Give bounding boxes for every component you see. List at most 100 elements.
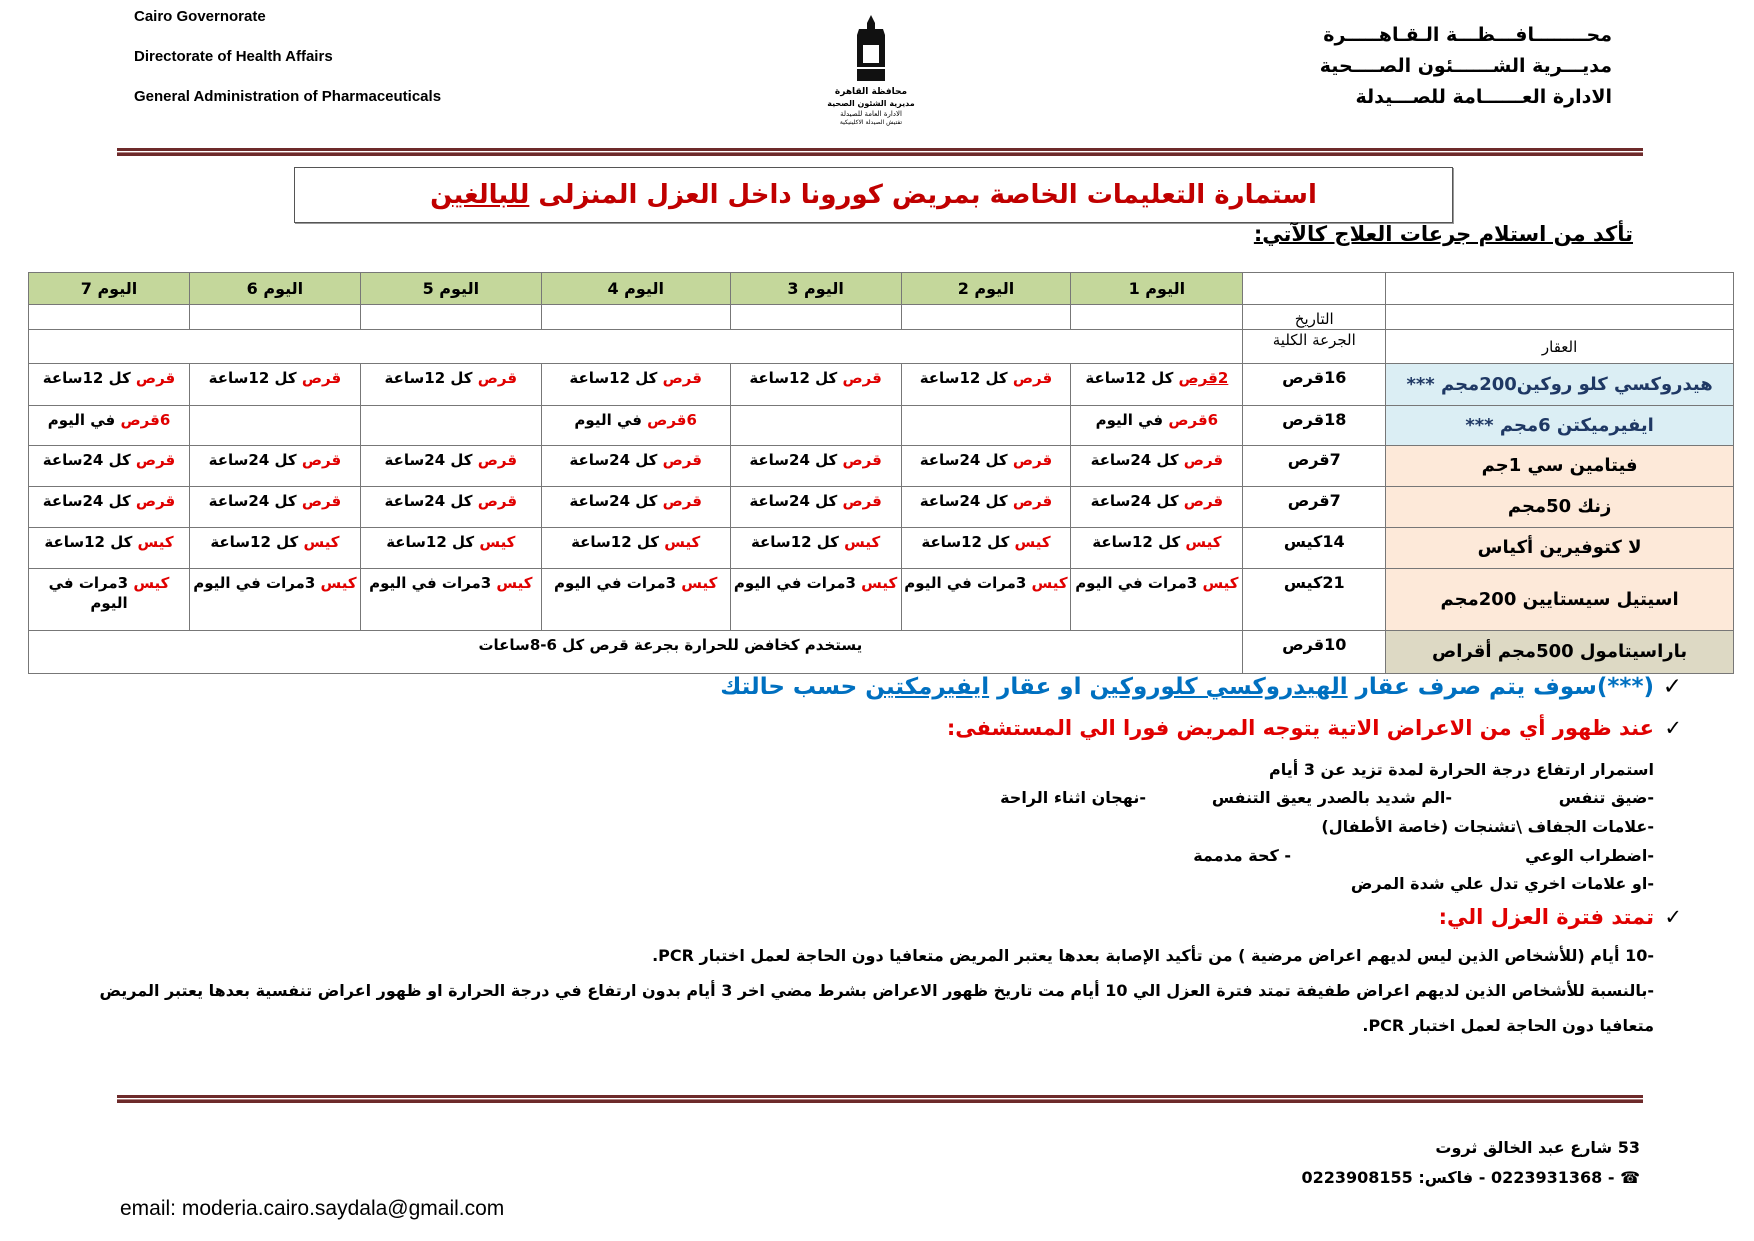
note-hospital-warning: ✓ عند ظهور أي من الاعراض الاتية يتوجه ال… bbox=[946, 716, 1682, 740]
date-cell[interactable] bbox=[188, 304, 361, 330]
dose-unit: كيس bbox=[1185, 533, 1222, 551]
date-cell[interactable] bbox=[1070, 304, 1244, 330]
note-text: حسب حالتك bbox=[720, 674, 866, 700]
note-text: (***)سوف يتم صرف عقار bbox=[1347, 674, 1654, 700]
drug-row: زنك 50مجم 7قرص قرص كل 24ساعة قرص كل 24ساعة ق… bbox=[28, 486, 1734, 528]
date-cell[interactable] bbox=[900, 304, 1072, 330]
header-en-line-3: General Administration of Pharmaceutical… bbox=[134, 88, 442, 105]
dose-frequency: كل 24ساعة bbox=[1090, 451, 1184, 469]
day-header: اليوم 1 bbox=[1070, 272, 1244, 305]
dose-frequency: كل 24ساعة bbox=[569, 492, 663, 510]
dose-frequency: كل 12ساعة bbox=[44, 533, 138, 551]
isolation-para-3: متعافيا دون الحاجة لعمل اختبار PCR. bbox=[1362, 1016, 1654, 1035]
day-header: اليوم 7 bbox=[28, 272, 190, 305]
dose-cell: قرص كل 24ساعة bbox=[188, 486, 361, 528]
dose-cell: كيس 3مرات في اليوم bbox=[188, 568, 361, 631]
dose-unit: كيس bbox=[496, 574, 533, 592]
note-text: او عقار bbox=[989, 674, 1090, 700]
dose-cell: قرص كل 24ساعة bbox=[1070, 445, 1244, 487]
dose-unit: قرص bbox=[1012, 492, 1053, 510]
check-icon: ✓ bbox=[1664, 905, 1682, 929]
footer-email[interactable]: email: moderia.cairo.saydala@gmail.com bbox=[120, 1197, 505, 1220]
check-icon: ✓ bbox=[1662, 674, 1682, 700]
dose-frequency: كل 24ساعة bbox=[749, 492, 843, 510]
dose-cell: كيس 3مرات في اليوم bbox=[359, 568, 542, 631]
drug-label: العقار bbox=[1385, 329, 1734, 364]
symptom-bloody-cough: - كحة مدممة bbox=[1193, 846, 1291, 865]
dose-frequency: كل 24ساعة bbox=[919, 451, 1013, 469]
dose-frequency: كل 12ساعة bbox=[919, 369, 1013, 387]
dose-unit: كيس bbox=[681, 574, 718, 592]
header-divider bbox=[117, 148, 1643, 156]
date-label: التاريخ bbox=[1242, 304, 1387, 330]
date-cell[interactable] bbox=[359, 304, 542, 330]
dose-cell: كيس كل 12ساعة bbox=[900, 527, 1072, 569]
dose-cell: قرص كل 12ساعة bbox=[540, 363, 731, 406]
total-dose: 21كيس bbox=[1242, 568, 1387, 631]
dose-frequency: 3مرات في اليوم bbox=[733, 574, 862, 592]
dose-cell: قرص كل 12ساعة bbox=[900, 363, 1072, 406]
labels-row: العقار الجرعة الكلية bbox=[27, 329, 1734, 364]
governorate-logo: محافظة القاهرة مديرية الشئون الصحية الاد… bbox=[816, 15, 926, 143]
dose-unit: 2قرص bbox=[1178, 369, 1229, 387]
paracetamol-row: باراسيتامول 500مجم أقراص 10قرص يستخدم كخ… bbox=[27, 630, 1734, 674]
dose-frequency: كل 12ساعة bbox=[384, 369, 478, 387]
dose-frequency: 3مرات في اليوم bbox=[554, 574, 682, 592]
dose-unit: قرص bbox=[842, 492, 882, 510]
paracetamol-note: يستخدم كخافض للحرارة بجرعة قرص كل 6-8ساع… bbox=[27, 630, 1244, 674]
symptom-shortness-breath: -ضيق تنفس bbox=[1558, 788, 1654, 807]
date-cell[interactable] bbox=[540, 304, 731, 330]
dose-frequency: 3مرات في اليوم bbox=[48, 574, 134, 612]
dose-cell: كيس كل 12ساعة bbox=[188, 527, 361, 569]
dose-cell: كيس كل 12ساعة bbox=[729, 527, 902, 569]
day-header: اليوم 5 bbox=[359, 272, 542, 305]
dose-unit: كيس bbox=[1202, 574, 1239, 592]
dose-cell: قرص كل 12ساعة bbox=[359, 363, 542, 406]
drug-name: هيدروكسي كلو روكين200مجم *** bbox=[1385, 363, 1734, 406]
isolation-heading-text: تمتد فترة العزل الي: bbox=[1438, 905, 1654, 929]
dose-unit: كيس bbox=[861, 574, 898, 592]
drug-row: هيدروكسي كلو روكين200مجم *** 16قرص 2قرص كل… bbox=[28, 363, 1734, 406]
dose-cell: قرص كل 12ساعة bbox=[28, 363, 190, 406]
dose-unit: قرص bbox=[842, 369, 882, 387]
dose-cell: كيس 3مرات في اليوم bbox=[729, 568, 902, 631]
dose-cell bbox=[359, 405, 542, 446]
dose-frequency: كل 12ساعة bbox=[1092, 533, 1186, 551]
dose-unit: كيس bbox=[664, 533, 701, 551]
dose-frequency: كل 12ساعة bbox=[749, 369, 843, 387]
dose-cell: قرص كل 24ساعة bbox=[28, 445, 190, 487]
dose-frequency: كل 24ساعة bbox=[919, 492, 1013, 510]
dose-cell: 6قرص في اليوم bbox=[1070, 405, 1244, 446]
dose-unit: قرص bbox=[1012, 369, 1053, 387]
dose-unit: قرص bbox=[662, 369, 702, 387]
drug-name: اسيتيل سيستايين 200مجم bbox=[1385, 568, 1734, 631]
total-dose: 10قرص bbox=[1242, 630, 1387, 674]
warning-text: عند ظهور أي من الاعراض الاتية يتوجه المر… bbox=[946, 716, 1654, 740]
dose-unit: قرص bbox=[135, 451, 176, 469]
dose-cell bbox=[188, 405, 361, 446]
day-header: اليوم 4 bbox=[540, 272, 731, 305]
dose-cell: قرص كل 24ساعة bbox=[1070, 486, 1244, 528]
dose-frequency: كل 24ساعة bbox=[749, 451, 843, 469]
dose-frequency: كل 12ساعة bbox=[208, 369, 302, 387]
drug-row: لا كتوفيرين أكياس 14كيس كيس كل 12ساعة كيس ك… bbox=[28, 527, 1734, 569]
phone-numbers: - 0223931368 - فاكس: 0223908155 bbox=[1301, 1168, 1615, 1187]
dose-unit: كيس bbox=[1014, 533, 1051, 551]
dose-frequency: 3مرات في اليوم bbox=[369, 574, 497, 592]
dose-unit: قرص bbox=[477, 369, 518, 387]
dose-frequency: 3مرات في اليوم bbox=[1075, 574, 1203, 592]
dose-cell: 6قرص في اليوم bbox=[540, 405, 731, 446]
dose-cell: كيس كل 12ساعة bbox=[1070, 527, 1244, 569]
symptom-1: استمرار ارتفاع درجة الحرارة لمدة تزيد عن… bbox=[1269, 760, 1654, 779]
dose-cell: قرص كل 24ساعة bbox=[729, 445, 902, 487]
dose-unit: قرص bbox=[477, 451, 518, 469]
total-dose: 16قرص bbox=[1242, 363, 1387, 406]
date-cell[interactable] bbox=[28, 304, 190, 330]
symptom-dehydration: -علامات الجفاف \تشنجات (خاصة الأطفال) bbox=[1321, 817, 1654, 836]
drug-name: لا كتوفيرين أكياس bbox=[1385, 527, 1734, 569]
title-text: استمارة التعليمات الخاصة بمريض كورونا دا… bbox=[529, 180, 1317, 210]
dose-cell: قرص كل 12ساعة bbox=[188, 363, 361, 406]
dose-frequency: كل 12ساعة bbox=[750, 533, 845, 551]
date-cell[interactable] bbox=[729, 304, 902, 330]
dose-cell: كيس كل 12ساعة bbox=[28, 527, 190, 569]
